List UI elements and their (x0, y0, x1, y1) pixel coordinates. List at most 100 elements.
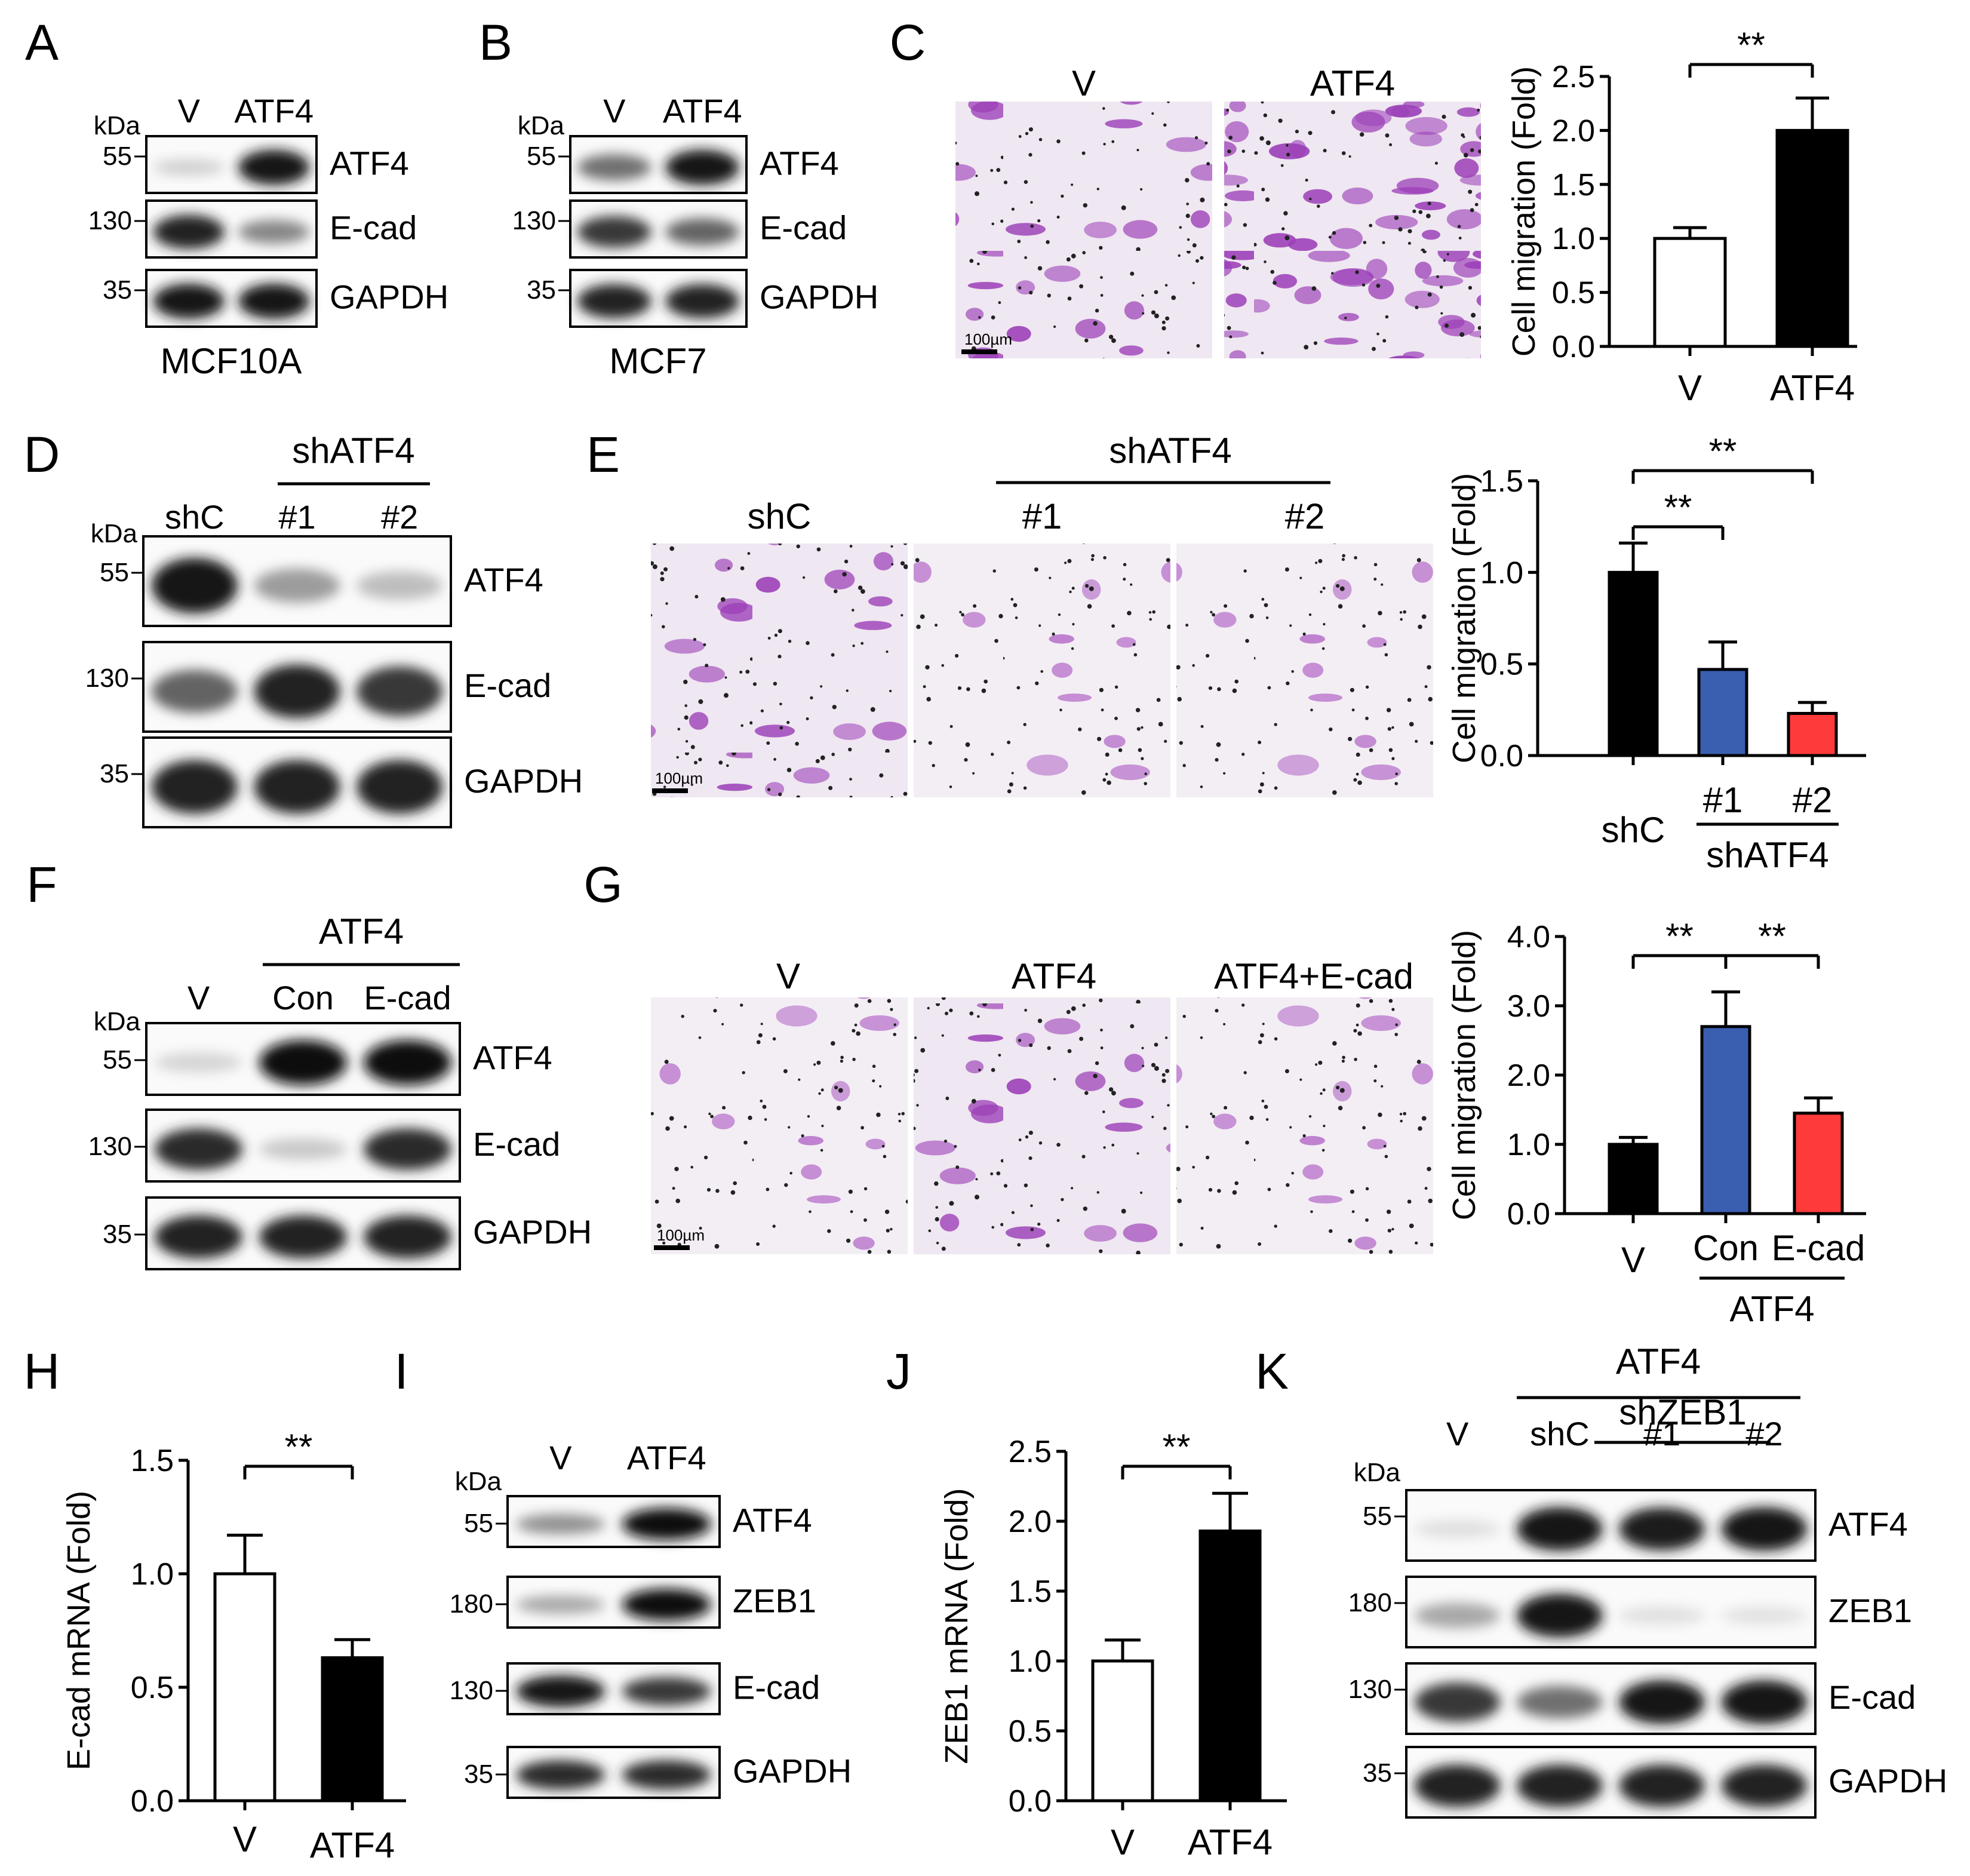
bar-chart-h (213, 1572, 384, 1803)
bar (1787, 711, 1838, 757)
mw-marker: 180 (450, 1589, 493, 1619)
blot-band (151, 760, 238, 814)
mw-marker: 180 (1348, 1588, 1392, 1617)
bar-chart-g (1608, 1025, 1844, 1215)
y-tick-label: 0.0 (1507, 1197, 1550, 1232)
blot-band (577, 154, 651, 181)
mw-marker: 55 (527, 142, 556, 171)
lane-label: shC (1530, 1415, 1590, 1453)
blot-band (1619, 1764, 1705, 1807)
blot-band (577, 284, 651, 318)
x-tick-label: V (1111, 1822, 1135, 1862)
y-tick-label: 0.5 (131, 1671, 174, 1705)
y-tick-label: 2.5 (1552, 60, 1595, 94)
blot-band (356, 666, 443, 717)
x-tick-label: V (1621, 1240, 1645, 1280)
lane-label: #2 (381, 498, 418, 536)
y-tick-label: 0.5 (1552, 276, 1595, 311)
blot-band (155, 1128, 242, 1170)
bar (1793, 1112, 1844, 1215)
blot-band (622, 1508, 711, 1540)
blot-band (516, 1513, 606, 1534)
blot-d (142, 535, 452, 828)
blot-band (516, 1760, 606, 1790)
x-tick-label: E-cad (1772, 1228, 1865, 1268)
bar (1091, 1659, 1154, 1803)
panel-letter-f: F (26, 856, 57, 913)
blot-band (622, 1677, 711, 1706)
image-label: shC (748, 496, 812, 536)
micrograph-v (651, 997, 908, 1254)
blot-band (1619, 1507, 1705, 1550)
mw-marker: 35 (100, 759, 129, 788)
protein-label: ATF4 (760, 145, 839, 182)
y-tick-label: 4.0 (1507, 920, 1550, 954)
lane-label: V (603, 92, 626, 130)
blot-band (665, 284, 740, 318)
panel-letter-i: I (394, 1343, 408, 1399)
scale-bar (961, 349, 997, 354)
micrograph-sh1 (914, 544, 1170, 797)
group-label: shATF4 (1109, 431, 1232, 471)
blot-band (254, 760, 340, 814)
y-tick-label: 1.0 (131, 1557, 174, 1592)
blot-band (153, 159, 225, 176)
protein-label: GAPDH (1828, 1762, 1947, 1800)
protein-label: GAPDH (473, 1213, 592, 1251)
x-tick-label: Con (1693, 1228, 1759, 1268)
protein-label: GAPDH (760, 278, 878, 316)
panel-letter-a: A (25, 14, 59, 70)
bar-chart-c (1653, 128, 1849, 348)
lane-label: V (188, 979, 210, 1017)
panel-letter-k: K (1255, 1343, 1289, 1399)
protein-label: E-cad (473, 1125, 560, 1163)
image-label: ATF4 (1310, 63, 1395, 103)
y-axis-label: E-cad mRNA (Fold) (61, 1491, 97, 1770)
x-tick-label: #1 (1703, 780, 1743, 820)
blot-band (1414, 1602, 1501, 1629)
lane-label: shC (165, 498, 225, 536)
mw-marker: 35 (527, 275, 556, 305)
protein-label: GAPDH (464, 762, 583, 800)
blot-band (665, 218, 740, 246)
lane-label: ATF4 (234, 92, 314, 130)
lane-label: #1 (278, 498, 315, 536)
y-tick-label: 1.0 (1480, 555, 1523, 590)
blot-band (259, 1138, 347, 1160)
blot-band (1414, 1764, 1501, 1807)
blot-band (1619, 1680, 1705, 1724)
y-tick-label: 3.0 (1507, 989, 1550, 1024)
blot-a (145, 135, 318, 328)
panel-letter-d: D (24, 426, 60, 483)
micrograph-v (955, 102, 1212, 358)
micrograph-shc (651, 544, 908, 797)
lane-label: V (178, 92, 201, 130)
mw-marker: 35 (103, 275, 132, 305)
y-axis-label: Cell migration (Fold) (1446, 930, 1482, 1220)
protein-label: E-cad (1828, 1678, 1916, 1716)
panel-letter-h: H (24, 1343, 60, 1399)
protein-label: E-cad (733, 1669, 820, 1706)
group-label: ATF4 (1729, 1289, 1814, 1329)
y-tick-label: 0.0 (131, 1784, 174, 1819)
sig-stars: ** (1709, 431, 1737, 471)
blot-f (145, 1022, 461, 1270)
protein-label: ATF4 (1828, 1505, 1908, 1543)
blot-band (238, 220, 310, 244)
scale-bar (654, 1245, 690, 1250)
blot-band (516, 1675, 606, 1708)
mw-marker: 130 (512, 206, 556, 235)
micrograph-atf4 (914, 997, 1170, 1254)
blot-i (506, 1495, 721, 1799)
group-label: ATF4 (1616, 1341, 1701, 1381)
blot-band (356, 571, 443, 600)
lane-label: #2 (1745, 1415, 1782, 1453)
mw-marker: 130 (88, 1132, 132, 1161)
x-tick-label: #2 (1793, 780, 1833, 820)
panel-letter-e: E (586, 426, 620, 483)
protein-label: GAPDH (733, 1752, 852, 1790)
blot-band (1721, 1680, 1808, 1724)
subgroup-label: shZEB1 (1619, 1392, 1746, 1432)
x-tick-label: V (1678, 368, 1702, 408)
